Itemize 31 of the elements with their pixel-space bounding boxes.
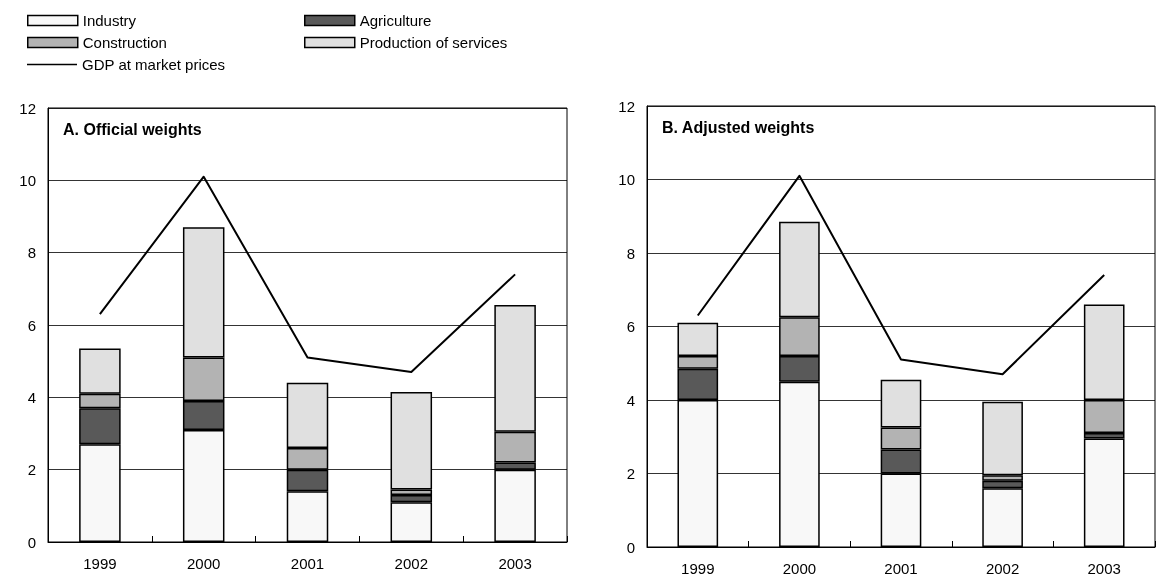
legend-label: Agriculture — [359, 12, 432, 29]
y-tick-label: 8 — [27, 244, 36, 262]
x-tick-label: 2002 — [985, 560, 1020, 577]
text: B. Adjusted weights — [662, 118, 815, 136]
x-tick-label: 2001 — [290, 555, 325, 572]
y-tick-label: 0 — [626, 538, 635, 556]
x-tick-label: 2003 — [498, 555, 532, 572]
legend-label: Construction — [82, 34, 167, 51]
x-tick-label: 1999 — [83, 555, 117, 572]
y-tick-label: 10 — [19, 171, 36, 189]
y-tick-label: 10 — [618, 171, 635, 188]
text: A. Official weights — [63, 120, 202, 138]
y-tick-label: 0 — [27, 533, 36, 551]
legend-label: Industry — [82, 12, 137, 29]
x-tick-label: 2003 — [1087, 560, 1121, 577]
y-tick-label: 6 — [626, 318, 635, 335]
x-tick-label: 2000 — [187, 555, 221, 572]
x-tick-label: 2000 — [782, 560, 817, 577]
y-tick-label: 8 — [626, 244, 635, 262]
y-tick-label: 12 — [19, 99, 36, 117]
y-tick-label: 4 — [27, 388, 36, 406]
y-tick-label: 12 — [618, 97, 635, 115]
y-tick-label: 2 — [27, 461, 36, 479]
x-tick-label: 2002 — [394, 555, 428, 572]
y-tick-label: 2 — [626, 465, 635, 482]
y-tick-label: 4 — [626, 391, 635, 409]
x-tick-label: 2001 — [884, 560, 918, 577]
legend-label: GDP at market prices — [82, 56, 226, 73]
y-tick-label: 6 — [27, 316, 36, 334]
x-tick-label: 1999 — [681, 560, 715, 577]
legend-label: Production of services — [359, 34, 508, 51]
